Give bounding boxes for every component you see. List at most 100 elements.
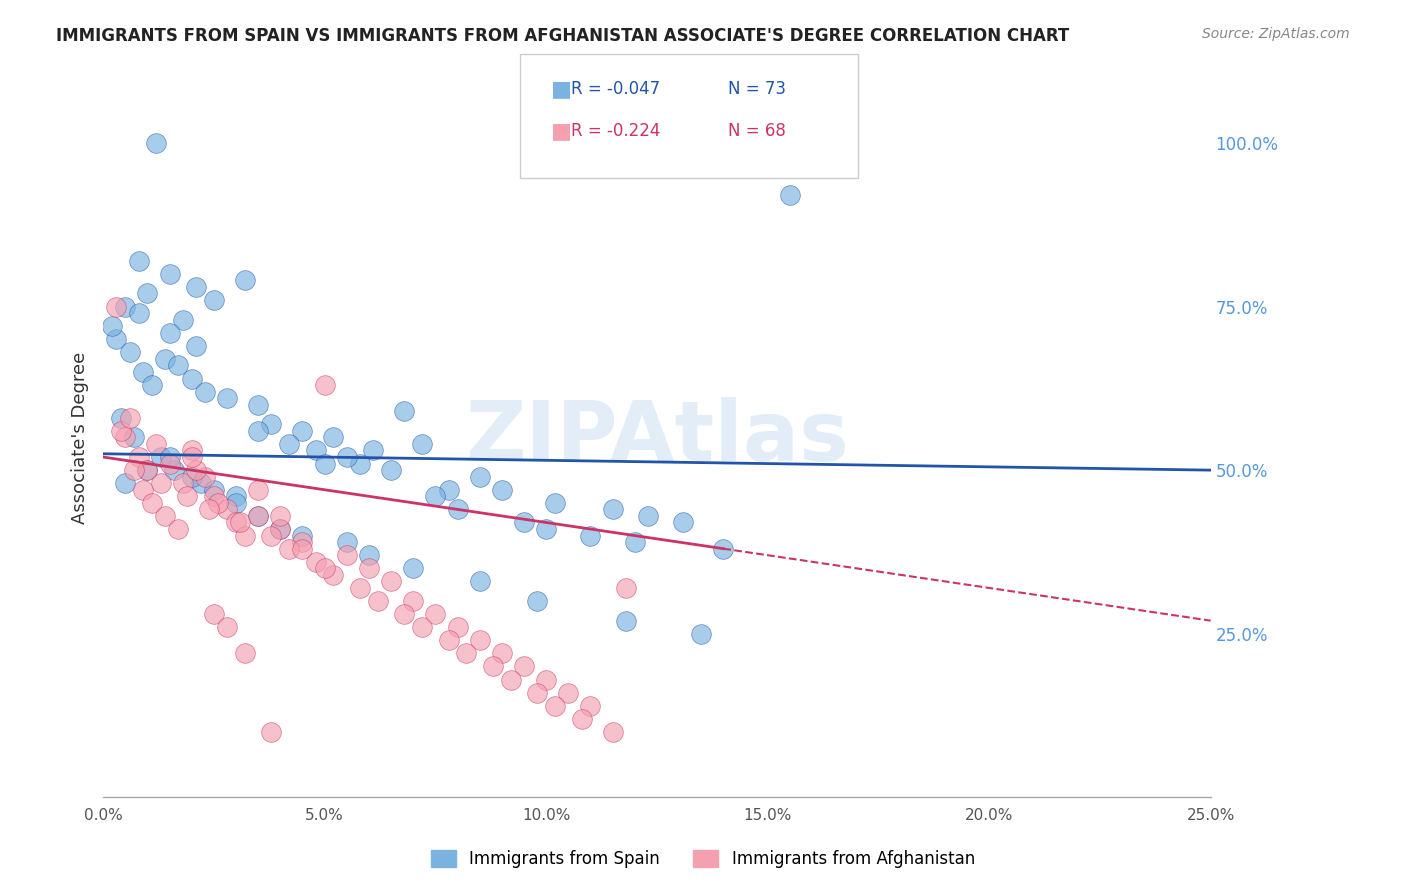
Point — [180, 469, 202, 483]
Point — [128, 306, 150, 320]
Point — [225, 516, 247, 530]
Point — [233, 646, 256, 660]
Point — [194, 469, 217, 483]
Point — [217, 502, 239, 516]
Point — [544, 496, 567, 510]
Point — [260, 417, 283, 432]
Point — [122, 430, 145, 444]
Point — [579, 528, 602, 542]
Point — [136, 463, 159, 477]
Point — [394, 404, 416, 418]
Point — [305, 443, 328, 458]
Point — [291, 541, 314, 556]
Point — [122, 463, 145, 477]
Point — [136, 286, 159, 301]
Point — [136, 463, 159, 477]
Text: ZIPAtlas: ZIPAtlas — [465, 397, 849, 478]
Point — [229, 516, 252, 530]
Point — [322, 430, 344, 444]
Point — [305, 555, 328, 569]
Point — [278, 541, 301, 556]
Point — [159, 326, 181, 340]
Point — [349, 581, 371, 595]
Point — [571, 712, 593, 726]
Point — [534, 522, 557, 536]
Point — [278, 437, 301, 451]
Point — [380, 463, 402, 477]
Point — [172, 312, 194, 326]
Point — [105, 300, 128, 314]
Point — [446, 502, 468, 516]
Point — [690, 626, 713, 640]
Point — [114, 476, 136, 491]
Text: N = 73: N = 73 — [728, 80, 786, 98]
Point — [322, 567, 344, 582]
Point — [198, 502, 221, 516]
Point — [491, 483, 513, 497]
Point — [357, 548, 380, 562]
Point — [544, 698, 567, 713]
Point — [402, 561, 425, 575]
Point — [437, 483, 460, 497]
Point — [167, 359, 190, 373]
Point — [269, 522, 291, 536]
Point — [482, 659, 505, 673]
Point — [357, 561, 380, 575]
Point — [118, 410, 141, 425]
Point — [114, 300, 136, 314]
Point — [233, 528, 256, 542]
Point — [233, 273, 256, 287]
Point — [336, 548, 359, 562]
Point — [176, 489, 198, 503]
Point — [217, 391, 239, 405]
Point — [159, 267, 181, 281]
Legend: Immigrants from Spain, Immigrants from Afghanistan: Immigrants from Spain, Immigrants from A… — [425, 843, 981, 875]
Point — [149, 476, 172, 491]
Point — [557, 686, 579, 700]
Point — [314, 561, 336, 575]
Point — [314, 457, 336, 471]
Point — [217, 620, 239, 634]
Point — [132, 483, 155, 497]
Point — [468, 574, 491, 589]
Text: N = 68: N = 68 — [728, 122, 786, 140]
Point — [128, 450, 150, 464]
Point — [202, 607, 225, 621]
Point — [437, 633, 460, 648]
Point — [225, 496, 247, 510]
Point — [363, 443, 385, 458]
Point — [349, 457, 371, 471]
Point — [513, 659, 536, 673]
Point — [314, 378, 336, 392]
Point — [336, 535, 359, 549]
Text: ■: ■ — [551, 79, 572, 99]
Point — [247, 508, 270, 523]
Point — [394, 607, 416, 621]
Point — [425, 607, 447, 621]
Point — [491, 646, 513, 660]
Text: Source: ZipAtlas.com: Source: ZipAtlas.com — [1202, 27, 1350, 41]
Point — [105, 332, 128, 346]
Point — [291, 535, 314, 549]
Point — [291, 424, 314, 438]
Point — [260, 528, 283, 542]
Point — [637, 508, 659, 523]
Point — [411, 620, 433, 634]
Point — [534, 673, 557, 687]
Point — [153, 351, 176, 366]
Point — [425, 489, 447, 503]
Point — [468, 469, 491, 483]
Point — [145, 437, 167, 451]
Text: R = -0.047: R = -0.047 — [571, 80, 659, 98]
Point — [269, 508, 291, 523]
Point — [380, 574, 402, 589]
Point — [526, 686, 548, 700]
Point — [149, 450, 172, 464]
Point — [172, 476, 194, 491]
Point — [602, 502, 624, 516]
Point — [260, 725, 283, 739]
Point — [456, 646, 478, 660]
Point — [411, 437, 433, 451]
Point — [186, 339, 208, 353]
Point — [336, 450, 359, 464]
